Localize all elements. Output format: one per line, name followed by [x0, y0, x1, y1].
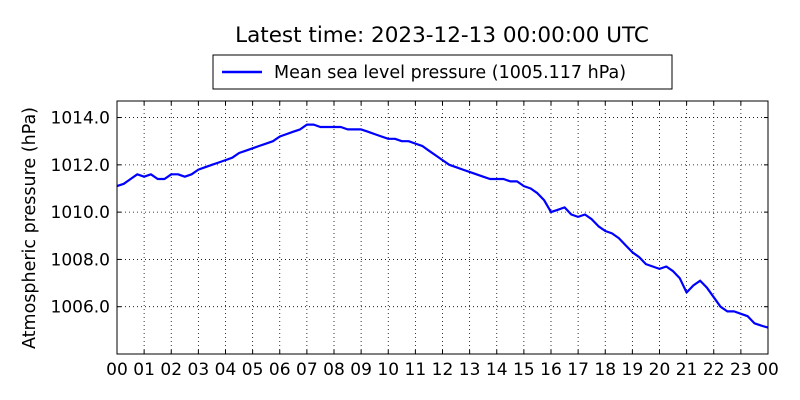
legend-box	[212, 54, 673, 90]
x-tick-label: 18	[594, 360, 616, 380]
x-tick-label: 03	[188, 360, 210, 380]
y-tick-label: 1014.0	[51, 109, 110, 129]
x-tick-label: 19	[622, 360, 644, 380]
x-tick-label: 00	[757, 360, 779, 380]
x-tick-label: 07	[296, 360, 318, 380]
ticks: 00 01 02 03 04 05 06 07 08 09 10 11 12 13 14 15 16 17 18 19…	[51, 101, 779, 380]
series-layer	[116, 123, 769, 329]
x-tick-label: 23	[730, 360, 752, 380]
series-line-msl-pressure	[116, 123, 769, 329]
y-tick-label: 1006.0	[51, 298, 110, 318]
x-tick-label: 21	[676, 360, 698, 380]
x-tick-label: 10	[377, 360, 399, 380]
x-tick-label: 02	[160, 360, 182, 380]
x-tick-label: 17	[567, 360, 589, 380]
x-tick-label: 16	[540, 360, 562, 380]
y-tick-label: 1012.0	[51, 156, 110, 176]
y-tick-label: 1010.0	[51, 203, 110, 223]
x-tick-label: 06	[269, 360, 291, 380]
y-axis-label: Atmospheric pressure (hPa)	[20, 107, 40, 349]
legend: Mean sea level pressure (1005.117 hPa)	[212, 54, 673, 90]
x-tick-label: 22	[703, 360, 725, 380]
legend-label: Mean sea level pressure (1005.117 hPa)	[274, 63, 626, 83]
x-tick-label: 11	[405, 360, 427, 380]
x-tick-label: 14	[486, 360, 508, 380]
grid	[116, 101, 769, 354]
x-tick-label: 05	[242, 360, 264, 380]
x-tick-label: 01	[133, 360, 155, 380]
plot-area-frame	[116, 100, 769, 355]
x-tick-label: 15	[513, 360, 535, 380]
x-tick-label: 04	[215, 360, 237, 380]
x-tick-label: 12	[432, 360, 454, 380]
chart-title: Latest time: 2023-12-13 00:00:00 UTC	[235, 23, 649, 48]
x-tick-label: 09	[350, 360, 372, 380]
x-tick-label: 20	[649, 360, 671, 380]
x-tick-label: 08	[323, 360, 345, 380]
x-tick-label: 13	[459, 360, 481, 380]
y-tick-label: 1008.0	[51, 250, 110, 270]
x-tick-label: 00	[106, 360, 128, 380]
